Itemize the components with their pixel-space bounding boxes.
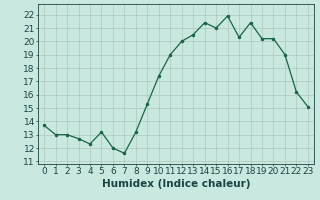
X-axis label: Humidex (Indice chaleur): Humidex (Indice chaleur): [102, 179, 250, 189]
